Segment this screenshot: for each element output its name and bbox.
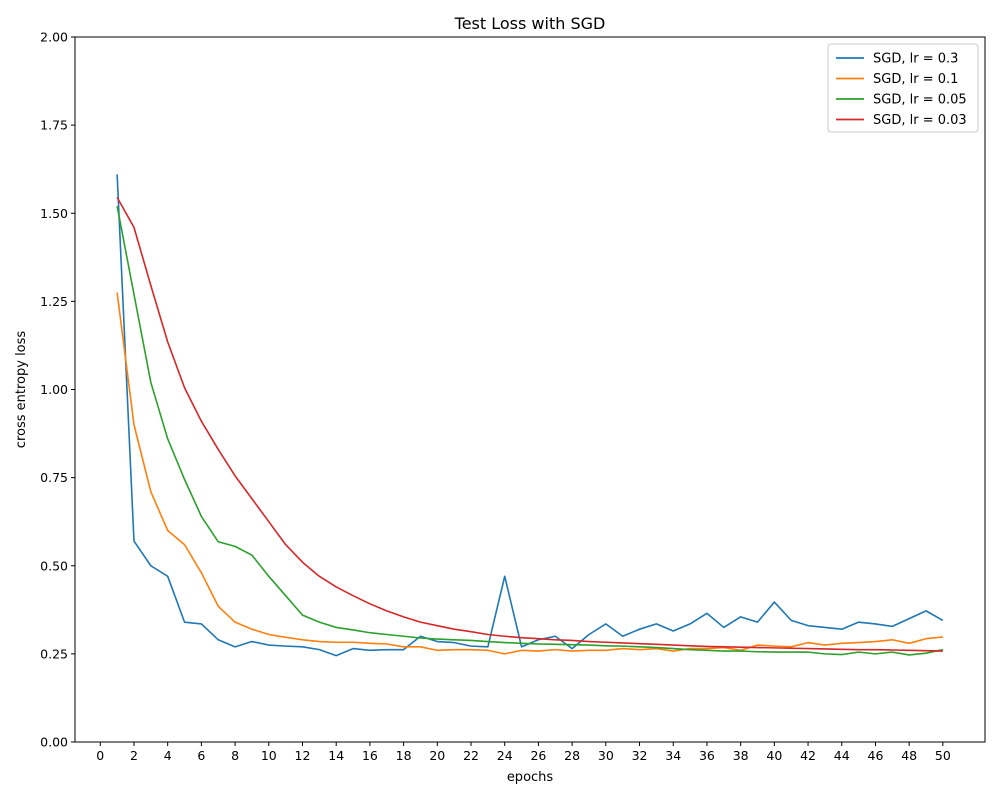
series-line-1 (116, 174, 944, 657)
x-tick-label: 2 (130, 748, 138, 763)
x-tick-label: 24 (497, 748, 513, 763)
x-tick-label: 46 (868, 748, 884, 763)
x-tick-label: 22 (463, 748, 479, 763)
y-tick-label: 1.75 (40, 118, 68, 133)
x-tick-label: 44 (834, 748, 850, 763)
x-tick-label: 26 (530, 748, 546, 763)
x-tick-label: 0 (96, 748, 104, 763)
plot-frame (74, 36, 986, 743)
chart-title: Test Loss with SGD (454, 14, 606, 33)
x-tick-label: 6 (197, 748, 205, 763)
x-tick-label: 10 (261, 748, 277, 763)
x-tick-label: 38 (733, 748, 749, 763)
y-tick-label: 1.25 (40, 294, 68, 309)
x-tick-label: 34 (665, 748, 681, 763)
x-tick-label: 28 (564, 748, 580, 763)
legend-label: SGD, lr = 0.3 (873, 52, 958, 67)
x-tick-label: 30 (598, 748, 614, 763)
x-tick-label: 14 (328, 748, 344, 763)
x-tick-label: 50 (935, 748, 951, 763)
x-tick-label: 48 (901, 748, 917, 763)
legend-label: SGD, lr = 0.05 (873, 93, 967, 108)
y-tick-label: 0.25 (40, 646, 68, 661)
y-tick-label: 0.00 (40, 735, 68, 750)
y-tick-label: 0.75 (40, 470, 68, 485)
y-tick-label: 1.50 (40, 206, 68, 221)
x-tick-label: 42 (800, 748, 816, 763)
x-axis: 0 2 4 6 8 10 12 14 16 18 20 22 24 26 28 30 32 34 36 38 40 42 4… (96, 742, 951, 763)
legend: SGD, lr = 0.3 SGD, lr = 0.1 SGD, lr = 0.05… (827, 43, 979, 133)
legend-frame (827, 43, 979, 133)
x-tick-label: 20 (429, 748, 445, 763)
x-tick-label: 12 (295, 748, 311, 763)
y-axis: 0.00 0.25 0.50 0.75 1.00 1.25 1.50 1.75 2.00 (40, 30, 75, 750)
y-tick-label: 1.00 (40, 382, 68, 397)
x-tick-label: 36 (699, 748, 715, 763)
series-line-3 (116, 206, 944, 656)
legend-label: SGD, lr = 0.1 (873, 72, 958, 87)
y-tick-label: 2.00 (40, 30, 68, 45)
x-tick-label: 18 (396, 748, 412, 763)
series-line-2 (116, 292, 943, 655)
series-layer (116, 174, 944, 657)
x-tick-label: 40 (766, 748, 782, 763)
y-tick-label: 0.50 (40, 558, 68, 573)
x-tick-label: 8 (231, 748, 239, 763)
series-line-4 (116, 196, 943, 652)
x-tick-label: 32 (632, 748, 648, 763)
x-tick-label: 4 (164, 748, 172, 763)
y-axis-title: cross entropy loss (14, 331, 29, 449)
legend-label: SGD, lr = 0.03 (873, 113, 967, 128)
x-tick-label: 16 (362, 748, 378, 763)
x-axis-title: epochs (507, 770, 554, 785)
